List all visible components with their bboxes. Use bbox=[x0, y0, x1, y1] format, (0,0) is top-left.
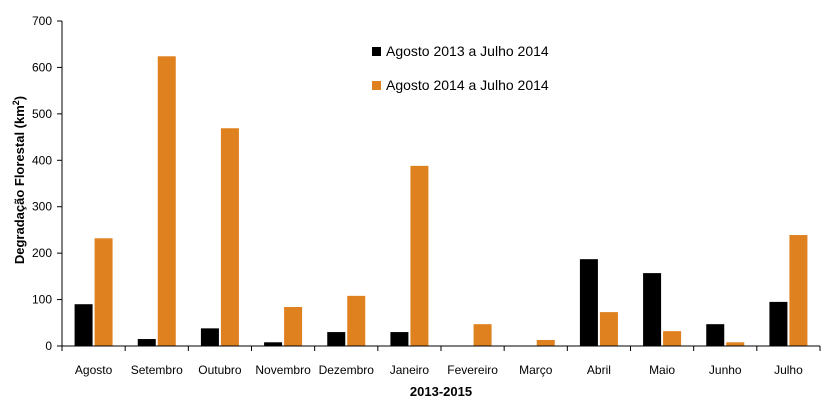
bar-series-2-novembro bbox=[284, 307, 303, 346]
x-tick-label: Julho bbox=[774, 363, 803, 377]
y-tick-label: 0 bbox=[45, 339, 52, 353]
bar-series-1-outubro bbox=[200, 328, 219, 346]
bar-series-1-novembro bbox=[264, 342, 283, 346]
bar-series-2-agosto bbox=[94, 238, 113, 346]
y-tick-label: 400 bbox=[32, 153, 52, 167]
y-tick-label: 600 bbox=[32, 60, 52, 74]
x-tick-label: Maio bbox=[649, 363, 675, 377]
y-tick-label: 500 bbox=[32, 107, 52, 121]
x-axis-ticks: Agosto Setembro Outubro Novembro Dezembro Jan… bbox=[61, 346, 821, 377]
bar-series-2-janeiro bbox=[410, 165, 429, 346]
bar-series-1-setembro bbox=[137, 339, 156, 346]
legend-swatch-series-2 bbox=[372, 81, 381, 90]
legend-label-series-1: Agosto 2013 a Julho 2014 bbox=[386, 43, 549, 59]
x-tick-label: Dezembro bbox=[319, 363, 375, 377]
bar-series-1-dezembro bbox=[327, 332, 346, 346]
x-axis-title: 2013-2015 bbox=[410, 384, 472, 399]
bar-series-1-janeiro bbox=[390, 332, 409, 346]
x-tick-label: Fevereiro bbox=[447, 363, 498, 377]
bar-series-1-julho bbox=[769, 301, 788, 346]
bar-series-2-março bbox=[536, 339, 555, 346]
bar-series-2-junho bbox=[726, 342, 745, 346]
y-tick-label: 100 bbox=[32, 293, 52, 307]
y-axis-title-main: Degradação Florestal (km bbox=[12, 105, 27, 264]
y-axis-title-superscript: 2 bbox=[11, 100, 21, 105]
x-tick-label: Agosto bbox=[75, 363, 113, 377]
bar-series-1-abril bbox=[579, 259, 598, 346]
legend-swatch-series-1 bbox=[372, 47, 381, 56]
y-tick-label: 200 bbox=[32, 246, 52, 260]
x-tick-label: Novembro bbox=[255, 363, 311, 377]
bar-series-1-junho bbox=[706, 324, 725, 346]
bar-series-2-outubro bbox=[220, 128, 239, 346]
x-tick-label: Janeiro bbox=[390, 363, 430, 377]
bar-series-1-maio bbox=[643, 273, 662, 346]
y-axis-ticks: 0 100 200 300 400 500 600 700 bbox=[32, 14, 62, 353]
x-tick-label: Setembro bbox=[131, 363, 183, 377]
legend-label-series-2: Agosto 2014 a Julho 2014 bbox=[386, 77, 549, 93]
y-axis-title-suffix: ) bbox=[12, 96, 27, 100]
x-tick-label: Março bbox=[519, 363, 553, 377]
x-tick-label: Abril bbox=[587, 363, 611, 377]
x-tick-label: Junho bbox=[709, 363, 742, 377]
bar-series-2-maio bbox=[663, 331, 682, 346]
bar-series-2-fevereiro bbox=[473, 324, 492, 346]
y-axis-title: Degradação Florestal (km2) bbox=[11, 96, 27, 264]
y-tick-label: 300 bbox=[32, 200, 52, 214]
bar-series-2-abril bbox=[599, 312, 618, 346]
bars bbox=[74, 56, 808, 347]
legend: Agosto 2013 a Julho 2014 Agosto 2014 a J… bbox=[372, 43, 549, 93]
y-tick-label: 700 bbox=[32, 14, 52, 28]
bar-series-1-agosto bbox=[74, 304, 93, 346]
bar-series-2-julho bbox=[789, 235, 808, 346]
x-tick-label: Outubro bbox=[198, 363, 242, 377]
bar-series-2-setembro bbox=[157, 56, 176, 347]
bar-series-2-dezembro bbox=[347, 295, 366, 346]
